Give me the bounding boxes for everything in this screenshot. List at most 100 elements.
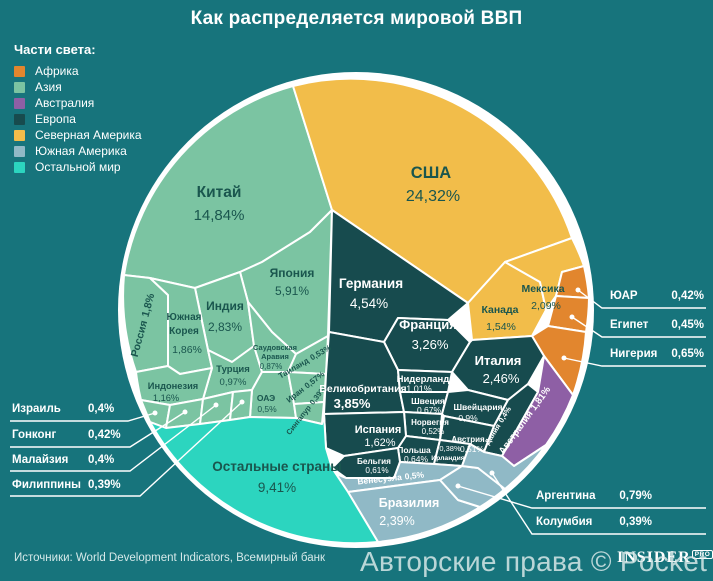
cell-austria-value: 0,51% — [460, 444, 485, 454]
callout-colombia-name: Колумбия — [536, 516, 592, 528]
cell-rest-of-world-name: Остальные страны — [212, 459, 342, 474]
cell-switzerland-value: 0,9% — [458, 413, 478, 423]
cell-usa — [292, 77, 573, 304]
cell-saudi-name2: Аравия — [261, 352, 289, 361]
cell-belgium-name: Бельгия — [357, 457, 391, 466]
legend-swatch-asia — [14, 81, 25, 93]
callout-dot-israel — [152, 410, 158, 416]
callout-dot-colombia — [489, 470, 495, 476]
legend-swatch-rest-of-world — [14, 161, 25, 173]
cell-indonesia-value: 1,16% — [153, 393, 179, 403]
cell-sweden-name: Швеция — [411, 396, 445, 406]
callout-philippines-name: Филиппины — [12, 479, 81, 491]
cell-india-value: 2,83% — [208, 320, 242, 334]
legend-swatch-north-america — [14, 129, 25, 141]
cell-poland-value: 0,64% — [404, 454, 429, 464]
cell-switzerland-name: Швейцария — [453, 402, 502, 412]
legend-label-asia: Азия — [35, 80, 62, 94]
legend-swatch-africa — [14, 65, 25, 77]
cell-ireland-value: 0,38% — [439, 444, 461, 453]
callout-line-egypt — [571, 316, 706, 338]
legend-item-africa: Африка — [14, 63, 142, 79]
cell-france-name: Франция — [399, 317, 457, 332]
cell-canada-value: 1,54% — [486, 321, 516, 333]
callout-nigeria-name: Нигерия — [610, 348, 657, 360]
cell-norway-value: 0,52% — [422, 427, 445, 436]
callout-malaysia-value: 0,4% — [88, 454, 114, 466]
legend: Части света: Африка Азия Австралия Европ… — [14, 42, 142, 175]
cell-saudi-value: 0,87% — [260, 362, 283, 371]
cell-uae-value: 0,5% — [257, 404, 277, 414]
cell-poland-name: Польша — [397, 445, 431, 455]
cell-colombia — [461, 443, 547, 490]
callout-south-africa-name: ЮАР — [610, 290, 638, 302]
cell-china-value: 14,84% — [194, 207, 245, 224]
cell-philippines — [229, 389, 253, 421]
cell-south-korea-value: 1,86% — [172, 344, 202, 356]
cell-south-korea-name1: Южная — [167, 312, 202, 323]
legend-label-europe: Европа — [35, 112, 76, 126]
cell-ireland-name: Ирландия — [431, 455, 465, 462]
legend-label-south-america: Южная Америка — [35, 144, 127, 158]
cell-japan-value: 5,91% — [275, 284, 309, 298]
callout-argentina-value: 0,79% — [619, 490, 652, 502]
cell-mexico-name: Мексика — [521, 283, 564, 295]
legend-label-africa: Африка — [35, 64, 79, 78]
cell-labels: Китай 14,84% США 24,32% Япония 5,91% Инд… — [129, 164, 565, 528]
cell-usa-name: США — [411, 164, 451, 182]
cell-austria-name: Австрия — [451, 435, 485, 444]
callout-hongkong-name: Гонконг — [12, 429, 56, 441]
cell-rest-of-world-value: 9,41% — [258, 480, 296, 495]
cell-brazil-value: 2,39% — [379, 514, 414, 528]
legend-label-rest-of-world: Остальной мир — [35, 160, 121, 174]
legend-swatch-europe — [14, 113, 25, 125]
callout-dot-south-africa — [575, 287, 581, 293]
callout-line-malaysia — [10, 404, 217, 472]
cell-germany-name: Германия — [339, 276, 403, 291]
cell-germany-value: 4,54% — [350, 296, 388, 311]
page-title: Как распределяется мировой ВВП — [190, 8, 523, 29]
callout-dot-philippines — [239, 399, 245, 405]
cell-spain-value: 1,62% — [364, 437, 395, 449]
cell-china-name: Китай — [197, 184, 242, 201]
callout-egypt-value: 0,45% — [671, 319, 704, 331]
callouts: Израиль 0,4% Гонконг 0,42% Малайзия 0,4%… — [10, 287, 706, 535]
cell-netherlands-name: Нидерланды — [397, 374, 458, 385]
cell-belgium-value: 0,61% — [365, 466, 388, 475]
legend-swatch-south-america — [14, 145, 25, 157]
cell-usa-value: 24,32% — [406, 188, 460, 205]
legend-item-asia: Азия — [14, 79, 142, 95]
callout-south-africa-value: 0,42% — [671, 290, 704, 302]
cell-turkey-value: 0,97% — [220, 377, 247, 388]
legend-item-south-america: Южная Америка — [14, 143, 142, 159]
cell-sweden-value: 0,67% — [417, 405, 442, 415]
callout-colombia-value: 0,39% — [619, 516, 652, 528]
callout-philippines-value: 0,39% — [88, 479, 121, 491]
insider-logo-badge: PRO — [691, 549, 713, 559]
cell-italy-name: Италия — [475, 353, 522, 368]
callout-egypt-name: Египет — [610, 319, 649, 331]
callout-malaysia-name: Малайзия — [12, 454, 68, 466]
callout-line-philippines — [10, 401, 243, 497]
legend-title: Части света: — [14, 42, 96, 57]
legend-label-australia: Австралия — [35, 96, 95, 110]
legend-item-rest-of-world: Остальной мир — [14, 159, 142, 175]
cell-uk-value: 3,85% — [334, 396, 371, 411]
cell-south-korea-name2: Корея — [169, 326, 199, 337]
cell-rest-of-world — [149, 413, 379, 545]
insider-logo: INSIDER PRO — [617, 549, 713, 567]
callout-line-south-africa — [577, 289, 706, 309]
legend-swatch-australia — [14, 97, 25, 109]
callout-dot-malaysia — [213, 402, 219, 408]
callout-line-israel — [10, 412, 156, 422]
legend-item-australia: Австралия — [14, 95, 142, 111]
legend-item-europe: Европа — [14, 111, 142, 127]
cell-indonesia-name: Индонезия — [148, 381, 198, 391]
insider-logo-text: INSIDER — [617, 549, 691, 566]
cell-uk-name: Великобритания — [319, 383, 406, 395]
cell-canada-name: Канада — [481, 304, 518, 316]
callout-argentina-name: Аргентина — [536, 490, 596, 502]
callout-hongkong-value: 0,42% — [88, 429, 121, 441]
